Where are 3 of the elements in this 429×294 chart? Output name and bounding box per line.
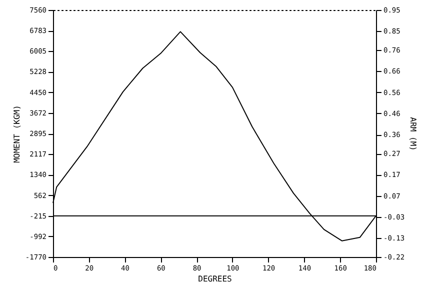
y-axis-title: MOMENT (KGM) bbox=[12, 105, 22, 163]
y2-axis-title: ARM (M) bbox=[408, 117, 418, 151]
x-axis-title: DEGREES bbox=[198, 274, 232, 284]
